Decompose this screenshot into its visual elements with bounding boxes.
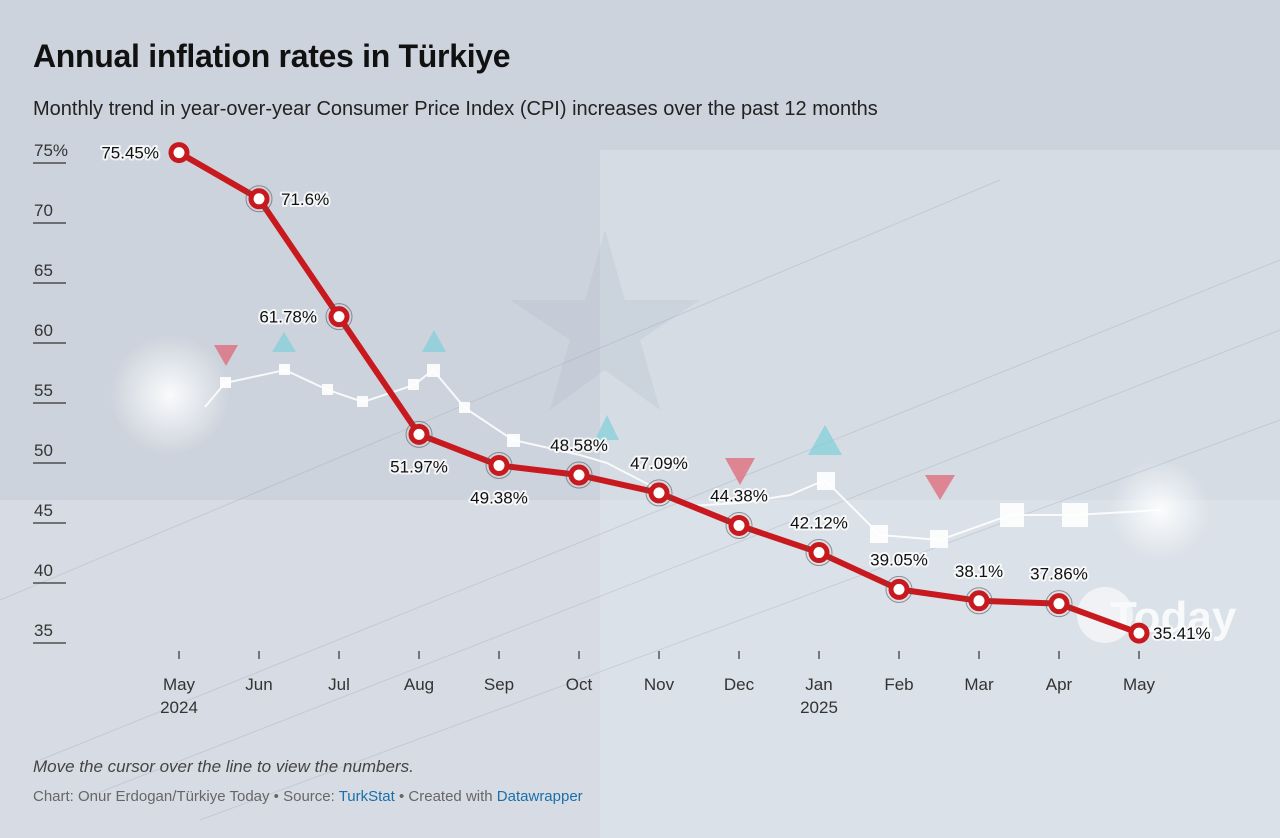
x-tick-label: May	[163, 675, 196, 694]
chart-title: Annual inflation rates in Türkiye	[33, 38, 511, 74]
marker-halo	[245, 185, 273, 213]
data-label: 39.05%	[870, 550, 928, 569]
star-shape	[510, 230, 700, 410]
marker-halo	[885, 575, 913, 603]
data-label: 42.12%	[790, 514, 848, 533]
data-label: 48.58%	[550, 436, 608, 455]
data-label: 71.6%	[281, 190, 329, 209]
x-tick-label: Feb	[884, 675, 913, 694]
y-tick-label: 70	[34, 201, 53, 220]
data-point[interactable]	[488, 454, 510, 476]
marker-halo	[1045, 590, 1073, 618]
data-label: 35.41%	[1153, 624, 1211, 643]
source-link[interactable]: TurkStat	[338, 788, 395, 805]
data-point[interactable]	[808, 542, 830, 564]
data-label: 49.38%	[470, 488, 528, 507]
data-label: 61.78%	[259, 308, 317, 327]
data-label: 37.86%	[1030, 565, 1088, 584]
data-label: 47.09%	[630, 454, 688, 473]
footer-credit: Chart: Onur Erdogan/Türkiye Today • Sour…	[33, 788, 339, 805]
data-label: 44.38%	[710, 486, 768, 505]
data-point[interactable]	[968, 590, 990, 612]
marker-halo	[965, 587, 993, 615]
x-tick-label: Aug	[404, 675, 434, 694]
chart-footer: Chart: Onur Erdogan/Türkiye Today • Sour…	[33, 788, 583, 805]
data-point[interactable]	[1128, 622, 1150, 644]
data-point[interactable]	[1048, 593, 1070, 615]
data-point[interactable]	[648, 482, 670, 504]
data-point[interactable]	[168, 142, 190, 164]
data-point[interactable]	[328, 306, 350, 328]
data-labels: 75.45% 71.6% 61.78% 51.97% 49.38% 48.58% 47.09…	[99, 142, 1212, 645]
y-tick-label: 50	[34, 441, 53, 460]
data-series[interactable]	[168, 142, 1150, 644]
y-tick-label: 45	[34, 501, 53, 520]
y-tick-label: 35	[34, 621, 53, 640]
marker-halo	[405, 420, 433, 448]
marker-halo	[565, 461, 593, 489]
data-point[interactable]	[888, 578, 910, 600]
x-tick-label: Jul	[328, 675, 350, 694]
x-tick-label: Apr	[1046, 675, 1073, 694]
data-label: 51.97%	[390, 457, 448, 476]
x-tick-label: Jan	[805, 675, 832, 694]
chart-notes: Move the cursor over the line to view th…	[33, 757, 414, 776]
marker-halo	[645, 479, 673, 507]
marker-halo	[805, 539, 833, 567]
x-tick-label: Mar	[964, 675, 994, 694]
x-tick-label: Oct	[566, 675, 593, 694]
data-point[interactable]	[408, 423, 430, 445]
data-point[interactable]	[568, 464, 590, 486]
marker-halo	[725, 511, 753, 539]
x-tick-label: Jun	[245, 675, 272, 694]
marker-halo	[485, 451, 513, 479]
footer-created: • Created with	[394, 788, 497, 805]
y-axis: 75% 70 65 60 55 50 45 40 35	[33, 141, 68, 644]
x-tick-label: Dec	[724, 675, 755, 694]
x-axis: May 2024 Jun Jul Aug Sep Oct Nov Dec Jan 2025 Feb Ma…	[160, 651, 1156, 717]
data-label: 38.1%	[955, 562, 1003, 581]
chart-subtitle: Monthly trend in year-over-year Consumer…	[33, 98, 878, 120]
y-tick-label: 65	[34, 261, 53, 280]
x-tick-label: Sep	[484, 675, 514, 694]
x-tick-year: 2024	[160, 698, 198, 717]
y-tick-label: 55	[34, 381, 53, 400]
y-tick-label: 60	[34, 321, 53, 340]
y-tick-label: 40	[34, 561, 53, 580]
data-label: 75.45%	[101, 144, 159, 163]
data-point[interactable]	[248, 188, 270, 210]
x-tick-year: 2025	[800, 698, 838, 717]
data-point[interactable]	[728, 514, 750, 536]
datawrapper-link[interactable]: Datawrapper	[496, 788, 583, 805]
marker-halo	[325, 303, 353, 331]
x-tick-label: May	[1123, 675, 1156, 694]
x-tick-label: Nov	[644, 675, 675, 694]
y-tick-label: 75%	[34, 141, 68, 160]
